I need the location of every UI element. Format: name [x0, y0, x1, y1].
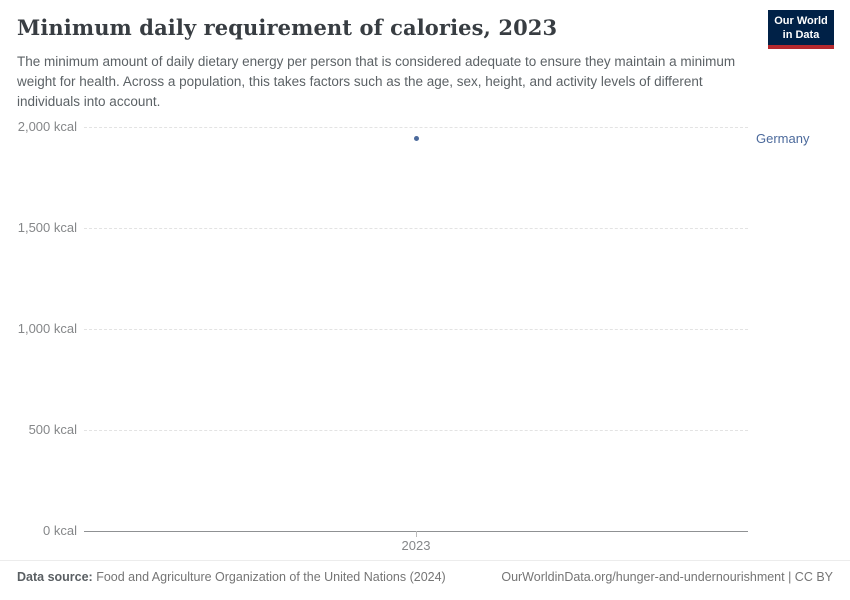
x-axis-tick-mark	[416, 531, 417, 537]
x-axis-tick-label: 2023	[401, 538, 431, 553]
chart-footer: Data source: Food and Agriculture Organi…	[0, 560, 850, 600]
data-source-label: Data source:	[17, 570, 93, 584]
gridline	[84, 430, 748, 431]
y-axis-tick-label: 1,000 kcal	[17, 321, 77, 336]
y-axis-tick-label: 1,500 kcal	[17, 220, 77, 235]
owid-logo[interactable]: Our World in Data	[768, 10, 834, 49]
y-axis-tick-label: 500 kcal	[28, 422, 77, 437]
chart-subtitle: The minimum amount of daily dietary ener…	[17, 54, 736, 109]
gridline	[84, 329, 748, 330]
gridline	[84, 228, 748, 229]
chart-title: Minimum daily requirement of calories, 2…	[17, 15, 558, 40]
data-point-germany	[413, 136, 419, 142]
data-source-note: Data source: Food and Agriculture Organi…	[17, 570, 446, 584]
y-axis-tick-label: 0 kcal	[43, 523, 77, 538]
owid-logo-line1: Our World	[774, 15, 828, 27]
owid-url-link[interactable]: OurWorldinData.org/hunger-and-undernouri…	[501, 570, 833, 584]
data-source-value: Food and Agriculture Organization of the…	[92, 570, 446, 584]
y-axis-tick-label: 2,000 kcal	[17, 119, 77, 134]
gridline	[84, 127, 748, 128]
entity-label: Germany	[756, 130, 810, 146]
owid-logo-line2: in Data	[782, 29, 820, 41]
footer-row: Data source: Food and Agriculture Organi…	[17, 570, 833, 584]
